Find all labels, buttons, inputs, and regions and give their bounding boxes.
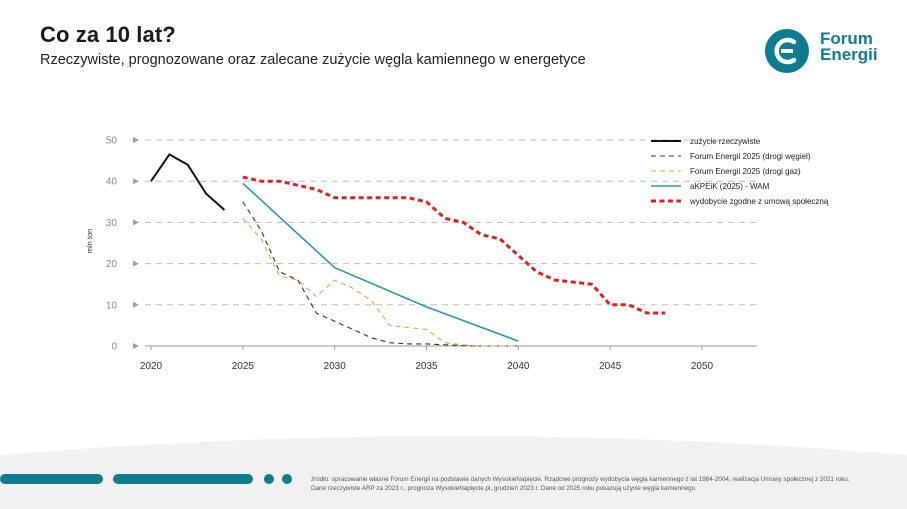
- series-line-4: [242, 182, 519, 342]
- y-tick-label: 50: [106, 136, 118, 147]
- chart-legend: zużycie rzeczywiste Forum Energii 2025 (d…: [651, 137, 829, 206]
- logo-line-1: Forum: [820, 29, 873, 48]
- x-tick-label: 2025: [232, 361, 255, 372]
- series-line-3: [242, 217, 519, 347]
- chart-grid: [145, 139, 757, 306]
- y-tick-marker: [133, 178, 139, 185]
- x-tick-label: 2040: [507, 361, 530, 372]
- page-subtitle: Rzeczywiste, prognozowane oraz zalecane …: [40, 52, 586, 68]
- footer-dot-2: [282, 474, 292, 484]
- x-tick-label: 2030: [324, 361, 347, 372]
- x-tick-label: 2050: [691, 361, 714, 372]
- x-tick-label: 2045: [599, 361, 622, 372]
- legend-label-4: aKPEiK (2025) - WAM: [690, 182, 770, 191]
- legend-label-3: Forum Energii 2025 (drogi gaz): [690, 167, 801, 176]
- logo-text: Forum Energii: [820, 29, 878, 64]
- source-line-1: źródło: opracowanie własne Forum Energii…: [311, 476, 850, 483]
- series-line-2: [242, 201, 519, 347]
- y-tick-label: 20: [106, 259, 118, 270]
- y-axis-label: mln ton: [85, 229, 94, 254]
- y-tick-marker: [133, 137, 139, 143]
- series-line-5: [242, 175, 666, 315]
- page-title: Co za 10 lat?: [40, 22, 176, 47]
- y-tick-label: 0: [111, 342, 117, 353]
- y-tick-label: 40: [106, 177, 118, 188]
- series-line-1: [150, 153, 226, 211]
- y-tick-marker: [133, 219, 139, 226]
- source-line-2: Dane rzeczywiste ARP za 2023 r., prognoz…: [311, 485, 697, 492]
- footer-bar-2: [113, 474, 253, 484]
- logo: Forum Energii: [764, 28, 894, 74]
- footer-dot-1: [264, 474, 274, 484]
- forum-energii-logo-icon: [765, 29, 809, 73]
- chart-series: [150, 153, 666, 347]
- y-tick-marker: [133, 301, 139, 308]
- footer-bar-1: [0, 474, 103, 484]
- legend-label-5: wydobycie zgodne z umową społeczną: [689, 197, 829, 206]
- y-tick-label: 10: [106, 300, 118, 311]
- x-tick-label: 2035: [415, 361, 438, 372]
- x-tick-label: 2020: [140, 361, 163, 372]
- logo-line-2: Energii: [820, 45, 878, 64]
- source-note: źródło: opracowanie własne Forum Energii…: [311, 475, 891, 493]
- y-tick-marker: [133, 343, 139, 349]
- bottom-decoration: [0, 436, 907, 509]
- y-tick-label: 30: [106, 218, 118, 229]
- legend-label-2: Forum Energii 2025 (drogi węgiel): [690, 152, 811, 161]
- y-tick-marker: [133, 260, 139, 267]
- legend-label-1: zużycie rzeczywiste: [690, 137, 761, 146]
